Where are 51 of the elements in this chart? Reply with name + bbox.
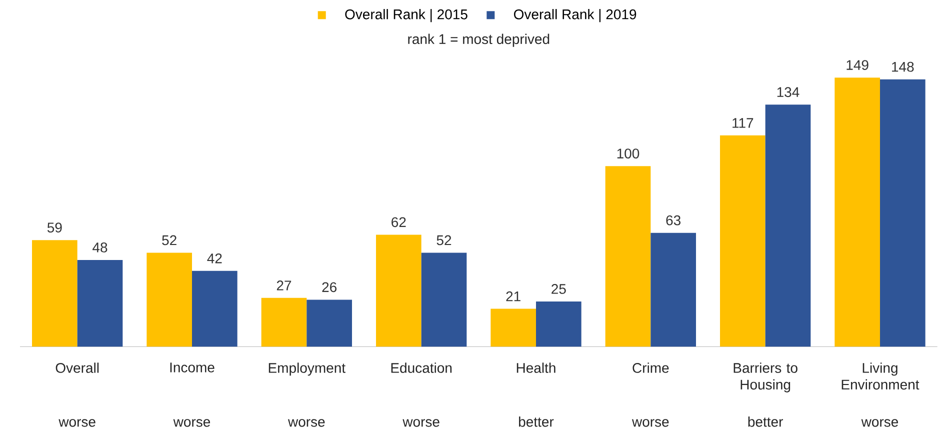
bar [306, 300, 352, 347]
data-label: 52 [436, 235, 452, 246]
data-label: 21 [506, 291, 520, 302]
x-tick-label: Crime [632, 362, 669, 373]
x-tick-label: Education [391, 362, 452, 373]
bar [536, 302, 582, 347]
legend-label: Overall Rank | 2019 [514, 9, 636, 22]
bar [720, 135, 766, 347]
text: worse [173, 419, 210, 427]
data-label: 27 [276, 280, 292, 290]
data-label: 25 [552, 284, 566, 294]
data-label: 62 [392, 217, 406, 228]
bar [146, 252, 192, 347]
bar [376, 234, 422, 347]
bar [880, 79, 926, 347]
text: worse [402, 419, 440, 427]
x-tick-label: Living Environment [842, 362, 920, 390]
x-tick-label: Overall [56, 362, 99, 373]
bar [765, 104, 811, 347]
text: worse [58, 419, 96, 427]
bar [261, 298, 307, 347]
data-label: 149 [846, 60, 868, 70]
x-tick-label: Income [170, 362, 214, 372]
data-label: 148 [892, 62, 914, 72]
text: worse [861, 419, 898, 427]
bar [490, 308, 536, 347]
data-label: 52 [162, 235, 176, 246]
data-label: 63 [666, 215, 680, 226]
x-tick-label: Barriers to Housing [734, 362, 798, 392]
data-label: 100 [617, 148, 640, 158]
x-tick-label: Employment [268, 362, 346, 376]
data-label: 26 [322, 282, 337, 292]
bar [32, 240, 78, 347]
text: better [518, 416, 554, 427]
chart-subtitle: rank 1 = most deprived [408, 34, 550, 47]
bar [834, 78, 880, 347]
data-label: 48 [92, 242, 108, 252]
legend-label: Overall Rank | 2015 [345, 9, 468, 22]
data-label: 59 [47, 222, 62, 233]
bar [192, 270, 238, 347]
bar [421, 252, 467, 347]
data-label: 42 [207, 253, 222, 264]
bar [77, 260, 123, 347]
x-tick-label: Health [516, 362, 556, 373]
text: worse [632, 419, 669, 427]
bar [650, 232, 696, 347]
bar [605, 166, 651, 347]
text: better [748, 416, 783, 427]
data-label: 134 [777, 87, 800, 98]
text: worse [288, 419, 325, 427]
data-label: 117 [732, 118, 754, 128]
